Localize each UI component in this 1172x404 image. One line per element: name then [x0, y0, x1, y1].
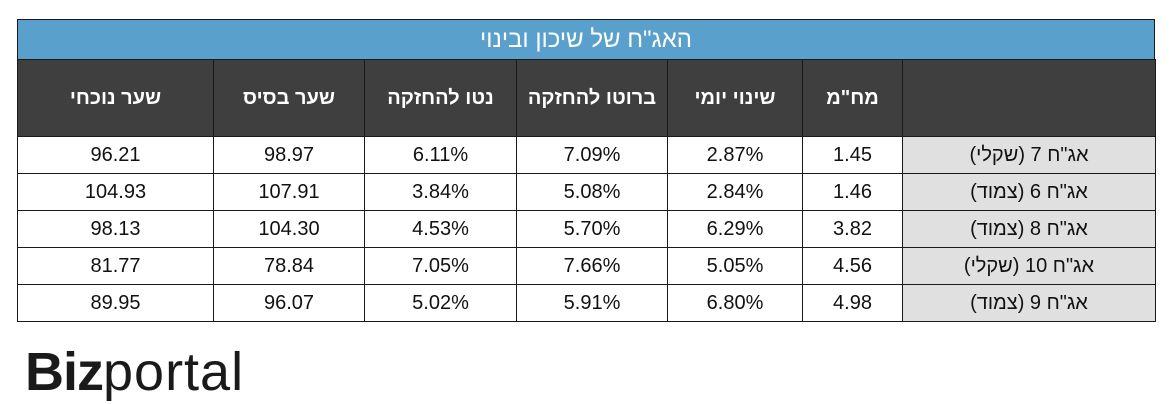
base-price-cell: 78.84 — [213, 247, 365, 285]
daily-change-cell: 2.87% — [667, 136, 803, 174]
bonds-table-container: האג"ח של שיכון ובינוי מח"מ שינוי יומי בר… — [17, 19, 1156, 322]
table-title: האג"ח של שיכון ובינוי — [17, 19, 1155, 59]
current-price-cell: 96.21 — [17, 136, 214, 174]
table-row: אג"ח 6 (צמוד) 1.46 2.84% 5.08% 3.84% 107… — [17, 173, 1156, 211]
bonds-table: מח"מ שינוי יומי ברוטו להחזקה נטו להחזקה … — [17, 59, 1156, 322]
table-row: אג"ח 10 (שקלי) 4.56 5.05% 7.66% 7.05% 78… — [17, 247, 1156, 285]
header-cell-current-price: שער נוכחי — [17, 59, 214, 137]
base-price-cell: 104.30 — [213, 210, 365, 248]
current-price-cell: 98.13 — [17, 210, 214, 248]
table-row: אג"ח 7 (שקלי) 1.45 2.87% 7.09% 6.11% 98.… — [17, 136, 1156, 174]
base-price-cell: 96.07 — [213, 284, 365, 322]
gross-yield-cell: 5.08% — [516, 173, 668, 211]
bond-name-cell: אג"ח 8 (צמוד) — [902, 210, 1156, 248]
duration-cell: 1.46 — [802, 173, 903, 211]
bond-name-cell: אג"ח 7 (שקלי) — [902, 136, 1156, 174]
duration-cell: 1.45 — [802, 136, 903, 174]
duration-cell: 3.82 — [802, 210, 903, 248]
gross-yield-cell: 5.91% — [516, 284, 668, 322]
current-price-cell: 89.95 — [17, 284, 214, 322]
base-price-cell: 107.91 — [213, 173, 365, 211]
logo-portal-text: portal — [103, 342, 245, 402]
gross-yield-cell: 7.09% — [516, 136, 668, 174]
header-cell-duration: מח"מ — [802, 59, 903, 137]
net-yield-cell: 6.11% — [364, 136, 517, 174]
current-price-cell: 81.77 — [17, 247, 214, 285]
net-yield-cell: 7.05% — [364, 247, 517, 285]
table-row: אג"ח 9 (צמוד) 4.98 6.80% 5.91% 5.02% 96.… — [17, 284, 1156, 322]
gross-yield-cell: 7.66% — [516, 247, 668, 285]
bond-name-cell: אג"ח 6 (צמוד) — [902, 173, 1156, 211]
table-row: אג"ח 8 (צמוד) 3.82 6.29% 5.70% 4.53% 104… — [17, 210, 1156, 248]
daily-change-cell: 6.80% — [667, 284, 803, 322]
current-price-cell: 104.93 — [17, 173, 214, 211]
duration-cell: 4.56 — [802, 247, 903, 285]
gross-yield-cell: 5.70% — [516, 210, 668, 248]
header-cell-name — [902, 59, 1156, 137]
base-price-cell: 98.97 — [213, 136, 365, 174]
logo-biz-text: Biz — [25, 342, 104, 402]
header-row: מח"מ שינוי יומי ברוטו להחזקה נטו להחזקה … — [17, 59, 1156, 137]
net-yield-cell: 4.53% — [364, 210, 517, 248]
bond-name-cell: אג"ח 10 (שקלי) — [902, 247, 1156, 285]
net-yield-cell: 5.02% — [364, 284, 517, 322]
header-cell-base-price: שער בסיס — [213, 59, 365, 137]
header-cell-gross-yield: ברוטו להחזקה — [516, 59, 668, 137]
bizportal-logo: Biz portal — [25, 339, 244, 399]
header-cell-daily-change: שינוי יומי — [667, 59, 803, 137]
daily-change-cell: 5.05% — [667, 247, 803, 285]
bond-name-cell: אג"ח 9 (צמוד) — [902, 284, 1156, 322]
daily-change-cell: 2.84% — [667, 173, 803, 211]
net-yield-cell: 3.84% — [364, 173, 517, 211]
duration-cell: 4.98 — [802, 284, 903, 322]
daily-change-cell: 6.29% — [667, 210, 803, 248]
header-cell-net-yield: נטו להחזקה — [364, 59, 517, 137]
